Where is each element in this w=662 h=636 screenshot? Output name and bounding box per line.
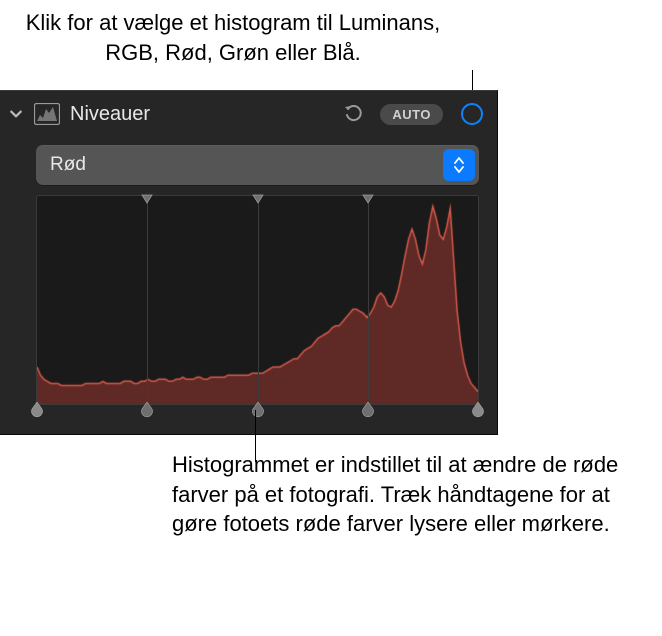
disclosure-chevron-icon[interactable] <box>6 104 26 124</box>
histogram-area <box>36 195 479 405</box>
histogram-bottom-handle[interactable] <box>250 402 266 418</box>
histogram-grid-line <box>147 196 148 404</box>
histogram-top-handle[interactable] <box>362 194 374 204</box>
histogram-bottom-handle[interactable] <box>29 402 45 418</box>
panel-title: Niveauer <box>70 103 150 126</box>
histogram-grid-line <box>368 196 369 404</box>
histogram-bottom-handle[interactable] <box>470 402 486 418</box>
callout-top-text: Klik for at vælge et histogram til Lumin… <box>18 8 448 67</box>
channel-dropdown[interactable]: Rød <box>36 145 479 185</box>
levels-panel: Niveauer AUTO Rød <box>0 90 498 435</box>
histogram-bottom-handle[interactable] <box>139 402 155 418</box>
channel-dropdown-value: Rød <box>50 154 86 176</box>
histogram-top-handle[interactable] <box>141 194 153 204</box>
enable-toggle-dot[interactable] <box>461 103 483 125</box>
reset-arrow-icon[interactable] <box>342 102 366 126</box>
dropdown-arrows-icon <box>443 149 475 181</box>
callout-bottom-text: Histogrammet er indstillet til at ændre … <box>172 450 632 539</box>
panel-header: Niveauer AUTO <box>0 91 497 137</box>
histogram-grid-line <box>258 196 259 404</box>
auto-button[interactable]: AUTO <box>380 104 443 125</box>
histogram-top-handle[interactable] <box>252 194 264 204</box>
levels-histogram-icon <box>34 103 60 125</box>
histogram-bottom-handle[interactable] <box>360 402 376 418</box>
